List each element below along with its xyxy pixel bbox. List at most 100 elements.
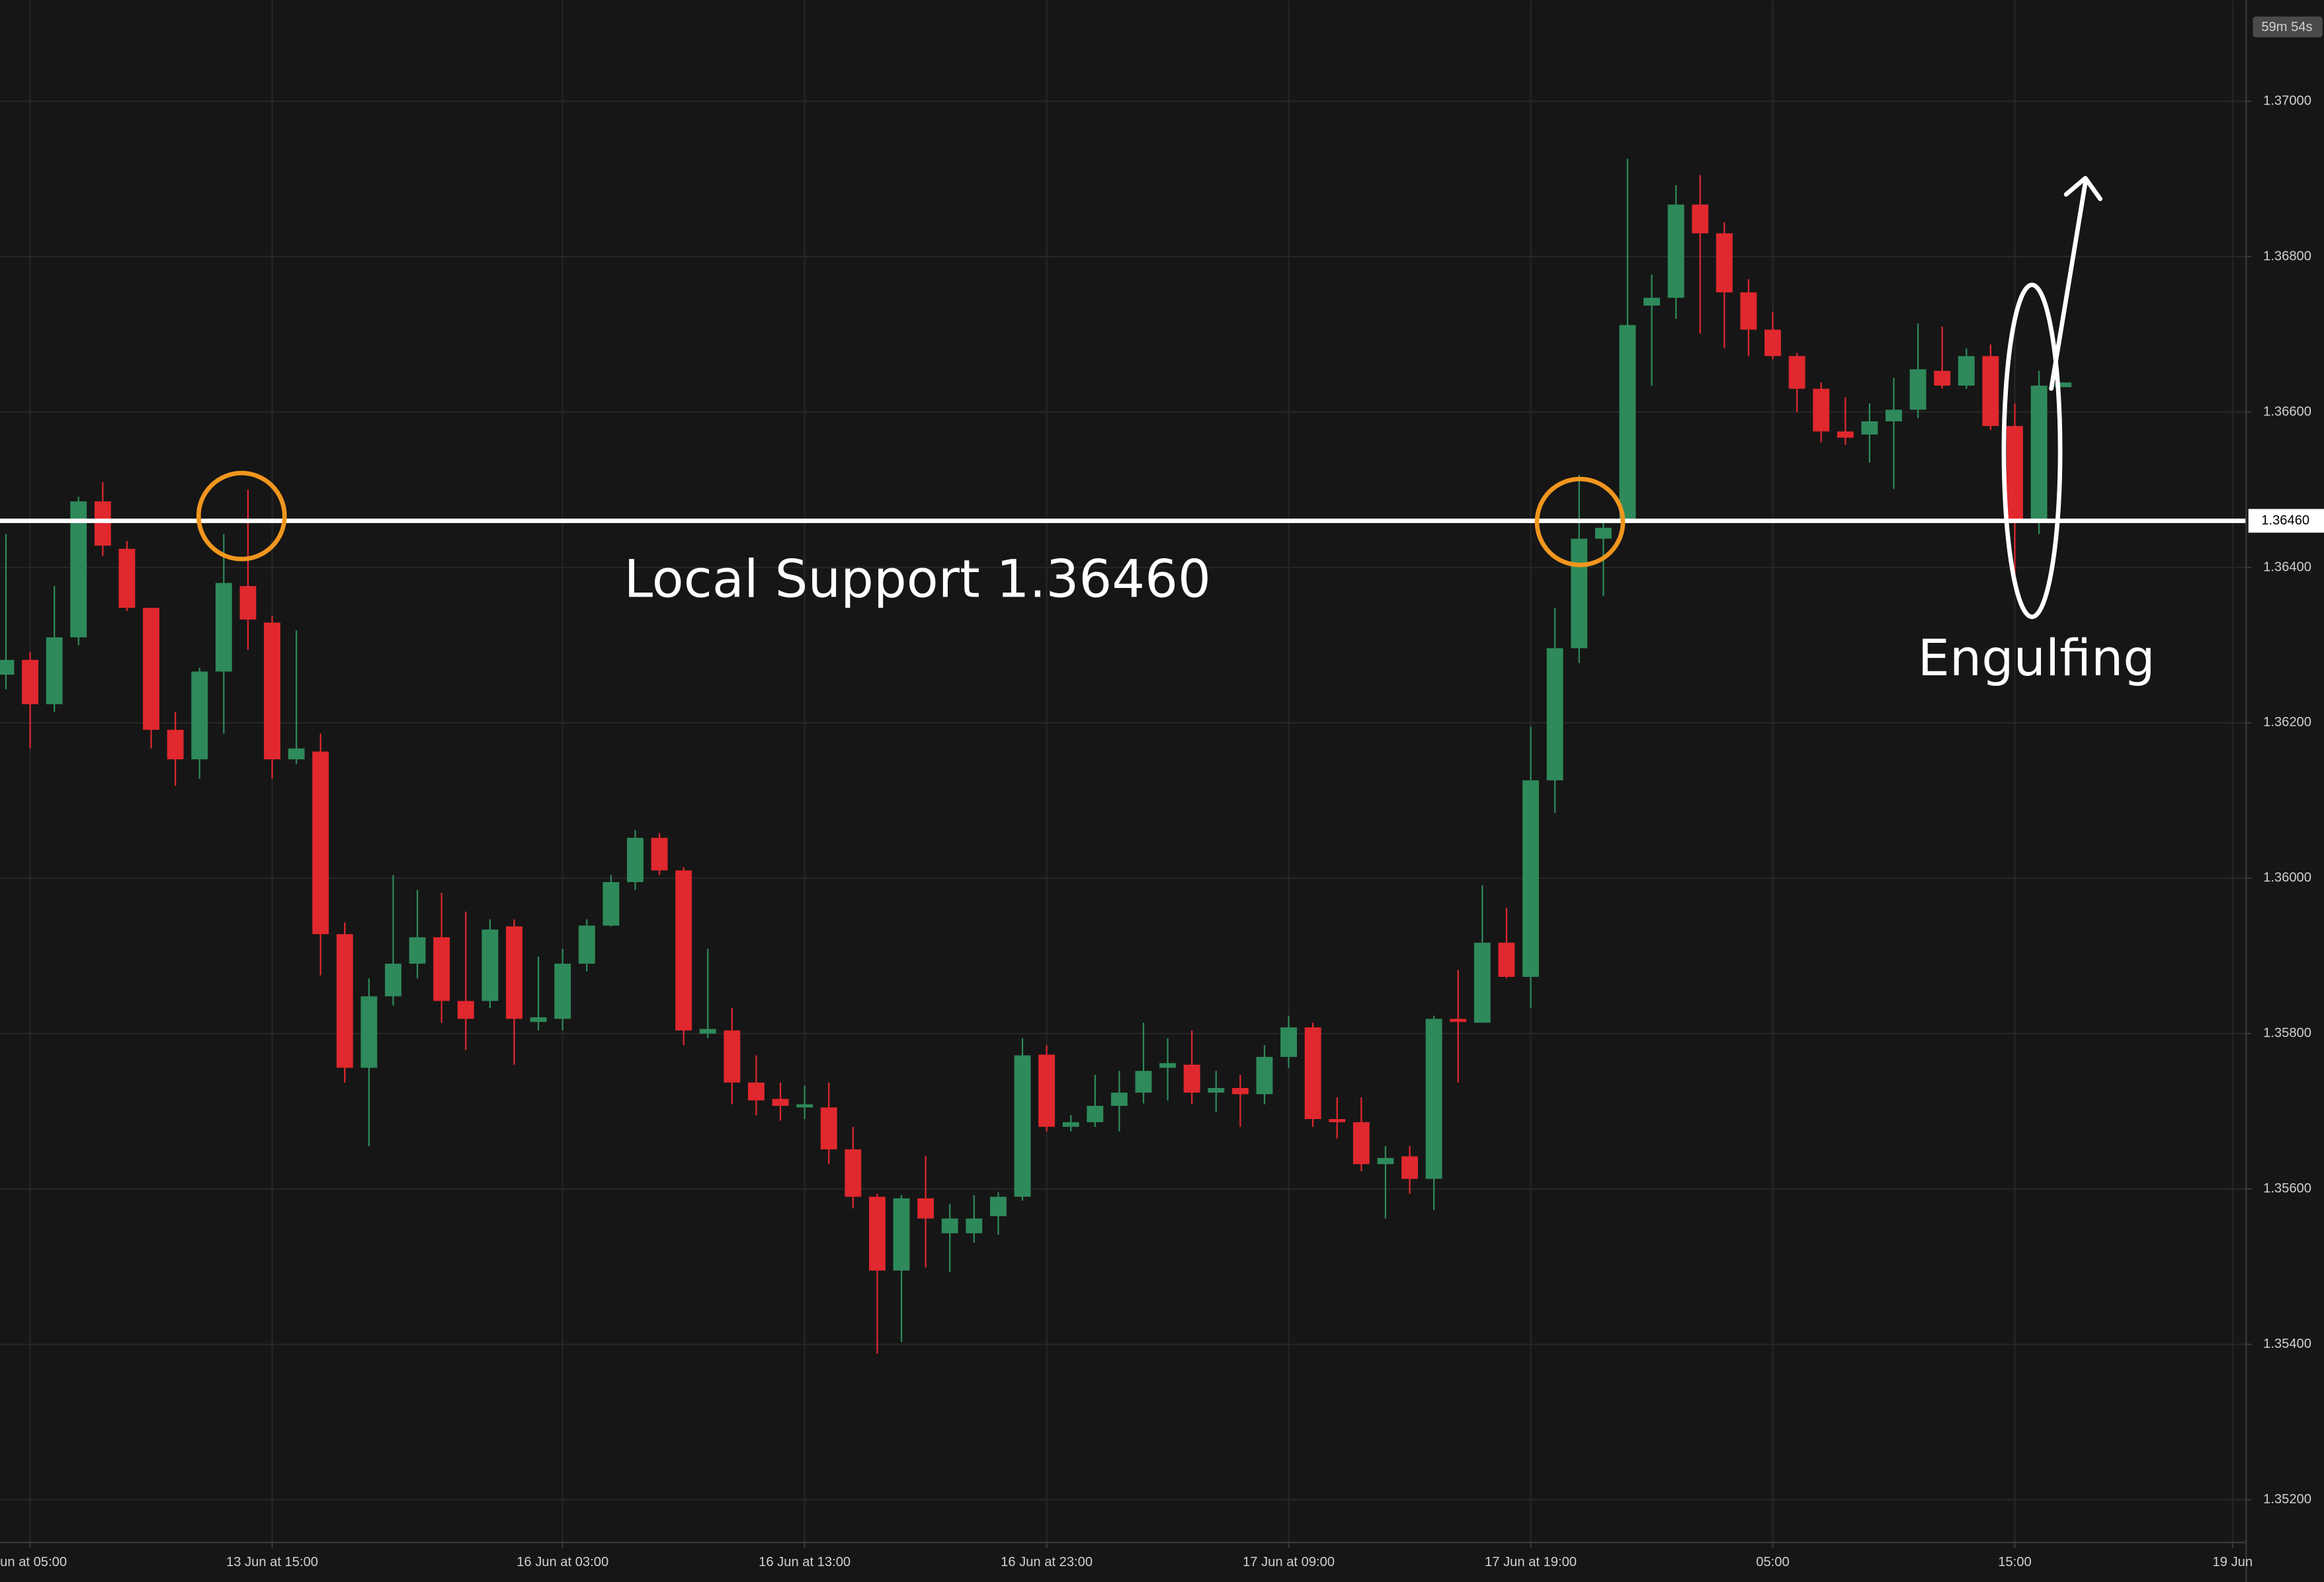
candle-body (360, 996, 378, 1068)
candle-body (2007, 426, 2023, 520)
x-tick-label: 16 Jun at 23:00 (1001, 1555, 1093, 1569)
candle-body (1425, 1019, 1442, 1179)
candle-body (1740, 292, 1757, 330)
candle-body (1813, 388, 1830, 432)
candle-body (1352, 1122, 1370, 1165)
candle-body (1595, 528, 1612, 539)
candle-body (893, 1198, 910, 1271)
candle-body (1546, 648, 1563, 780)
x-tick-label: 05:00 (1756, 1555, 1789, 1569)
candle-body (1982, 356, 1999, 427)
y-tick-label: 1.36800 (2263, 249, 2311, 263)
candle-body (1183, 1064, 1200, 1093)
y-tick-label: 1.35400 (2263, 1337, 2311, 1351)
candle-body (481, 929, 499, 1001)
candle-body (264, 622, 280, 760)
candle-body (1401, 1156, 1418, 1179)
candle-body (554, 964, 571, 1019)
axes: 1.35200 1.35400 1.35600 1.35800 1.36000 1.362… (0, 93, 2311, 1569)
timer-box (2253, 17, 2323, 38)
y-tick-label: 1.36400 (2263, 560, 2311, 574)
x-tick-label: 19 Jun (2213, 1555, 2253, 1569)
x-tick-label: 17 Jun at 09:00 (1243, 1555, 1335, 1569)
candle-body (724, 1030, 741, 1083)
candle-body (385, 964, 401, 997)
candle-body (1135, 1071, 1152, 1093)
candle-body (1038, 1054, 1056, 1127)
candle-body (409, 937, 426, 964)
x-tick-label: 15:00 (1998, 1555, 2031, 1569)
candle-body (1110, 1093, 1128, 1106)
candle-body (1692, 204, 1709, 233)
candle-body (602, 882, 620, 926)
candle-body (796, 1104, 813, 1108)
candle-body (1473, 942, 1491, 1023)
candle-body (1716, 233, 1733, 293)
candle-body (1329, 1119, 1346, 1122)
candle-body (1256, 1057, 1273, 1095)
candle-body (457, 1001, 474, 1019)
candle-body (22, 659, 39, 704)
overlay: Local Support 1.36460 Engulfing 59m 54s … (0, 17, 2324, 687)
candle-body (772, 1099, 789, 1106)
candle-body (1498, 942, 1515, 978)
candle-body (627, 837, 643, 882)
highlight-ellipse (2001, 282, 2063, 620)
candle-body (1861, 421, 1878, 435)
candle-body (2030, 386, 2048, 520)
candle-body (167, 729, 184, 760)
candle-body (215, 583, 232, 672)
annotation: Engulfing (1918, 628, 2155, 687)
candles (0, 159, 2072, 1354)
candle-body (506, 926, 522, 1019)
y-tick-label: 1.36200 (2263, 715, 2311, 729)
candle-body (1571, 538, 1588, 649)
candle-body (1014, 1055, 1031, 1197)
candle-body (1450, 1019, 1467, 1022)
candle-body (0, 659, 15, 675)
y-tick-label: 1.37000 (2263, 93, 2311, 108)
candle-body (1377, 1157, 1394, 1165)
candle-body (1231, 1088, 1249, 1095)
candle-body (868, 1196, 886, 1271)
x-tick-label: 16 Jun at 13:00 (759, 1555, 851, 1569)
price-label-box (2248, 509, 2324, 533)
candle-body (1643, 298, 1660, 306)
candle-body (1958, 356, 1975, 386)
candle-body (1909, 369, 1927, 410)
candle-body (845, 1149, 862, 1197)
candle-body (288, 748, 305, 760)
candle-body (1304, 1027, 1321, 1120)
candle-body (1667, 204, 1684, 298)
candle-body (748, 1082, 765, 1101)
candle-body (966, 1218, 983, 1233)
candle-body (1522, 780, 1539, 978)
y-tick-label: 1.36600 (2263, 404, 2311, 419)
candle-body (578, 925, 595, 964)
candle-body (2055, 382, 2072, 388)
x-tick-label: Jun at 05:00 (0, 1555, 67, 1569)
candle-body (94, 501, 111, 546)
candle-body (1062, 1122, 1079, 1127)
x-tick-label: 16 Jun at 03:00 (517, 1555, 608, 1569)
highlight-circle (1534, 476, 1626, 567)
candle-body (433, 937, 450, 1001)
candle-body (1208, 1088, 1225, 1093)
candle-body (699, 1028, 716, 1034)
y-tick-label: 1.36000 (2263, 870, 2311, 885)
x-tick-label: 17 Jun at 19:00 (1485, 1555, 1577, 1569)
highlight-circle (196, 470, 287, 562)
arrow (2049, 175, 2102, 391)
candle-body (989, 1196, 1007, 1216)
y-tick-label: 1.35800 (2263, 1026, 2311, 1040)
candle-body (1788, 356, 1805, 389)
candle-body (820, 1107, 837, 1149)
candle-body (530, 1017, 547, 1022)
candle-body (70, 501, 87, 638)
candle-body (1886, 409, 1902, 422)
candle-body (239, 586, 257, 620)
price-label: 1.36460 (2261, 513, 2309, 528)
grid (0, 0, 2246, 1542)
